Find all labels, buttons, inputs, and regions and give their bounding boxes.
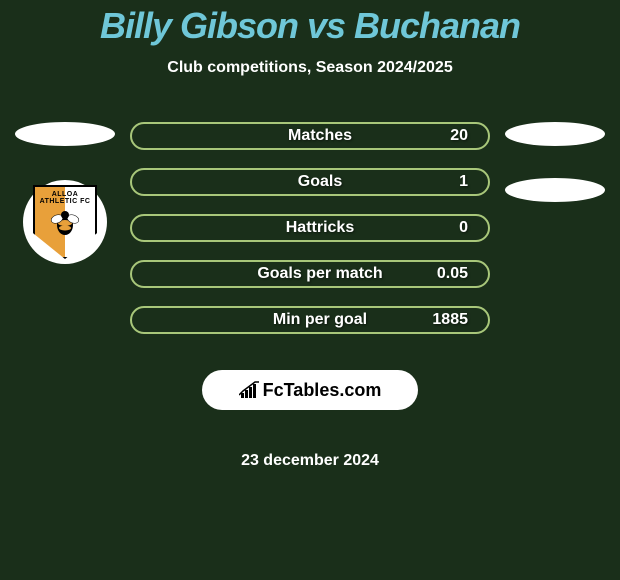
stat-row-goals-per-match: Goals per match 0.05: [130, 260, 490, 288]
comparison-widget: Billy Gibson vs Buchanan Club competitio…: [0, 0, 620, 470]
logo-text: FcTables.com: [263, 380, 382, 401]
stat-value: 1: [418, 173, 468, 191]
stat-row-goals: Goals 1: [130, 168, 490, 196]
stat-value: 1885: [418, 311, 468, 329]
left-flag-placeholder: [15, 122, 115, 146]
alloa-athletic-badge: ALLOA ATHLETIC FC: [33, 185, 97, 259]
stat-value: 20: [418, 127, 468, 145]
comparison-columns: ALLOA ATHLETIC FC Matches 20: [0, 122, 620, 470]
page-title: Billy Gibson vs Buchanan: [0, 5, 620, 47]
wasp-icon: [47, 209, 83, 237]
stat-row-hattricks: Hattricks 0: [130, 214, 490, 242]
stat-row-matches: Matches 20: [130, 122, 490, 150]
chart-icon: [239, 381, 261, 399]
stats-column: Matches 20 Goals 1 Hattricks 0 Goals per…: [130, 122, 490, 470]
right-column: [490, 122, 620, 470]
badge-text: ALLOA ATHLETIC FC: [35, 191, 95, 205]
subtitle: Club competitions, Season 2024/2025: [0, 59, 620, 77]
stat-row-min-per-goal: Min per goal 1885: [130, 306, 490, 334]
right-club-placeholder: [505, 178, 605, 202]
fctables-logo[interactable]: FcTables.com: [202, 370, 418, 410]
stat-label: Matches: [222, 127, 418, 145]
stat-label: Goals: [222, 173, 418, 191]
stat-label: Hattricks: [222, 219, 418, 237]
stat-label: Min per goal: [222, 311, 418, 329]
stat-label: Goals per match: [222, 265, 418, 283]
date: 23 december 2024: [130, 452, 490, 470]
left-club-badge: ALLOA ATHLETIC FC: [23, 180, 107, 264]
left-column: ALLOA ATHLETIC FC: [0, 122, 130, 470]
stat-value: 0: [418, 219, 468, 237]
stat-value: 0.05: [418, 265, 468, 283]
right-flag-placeholder: [505, 122, 605, 146]
